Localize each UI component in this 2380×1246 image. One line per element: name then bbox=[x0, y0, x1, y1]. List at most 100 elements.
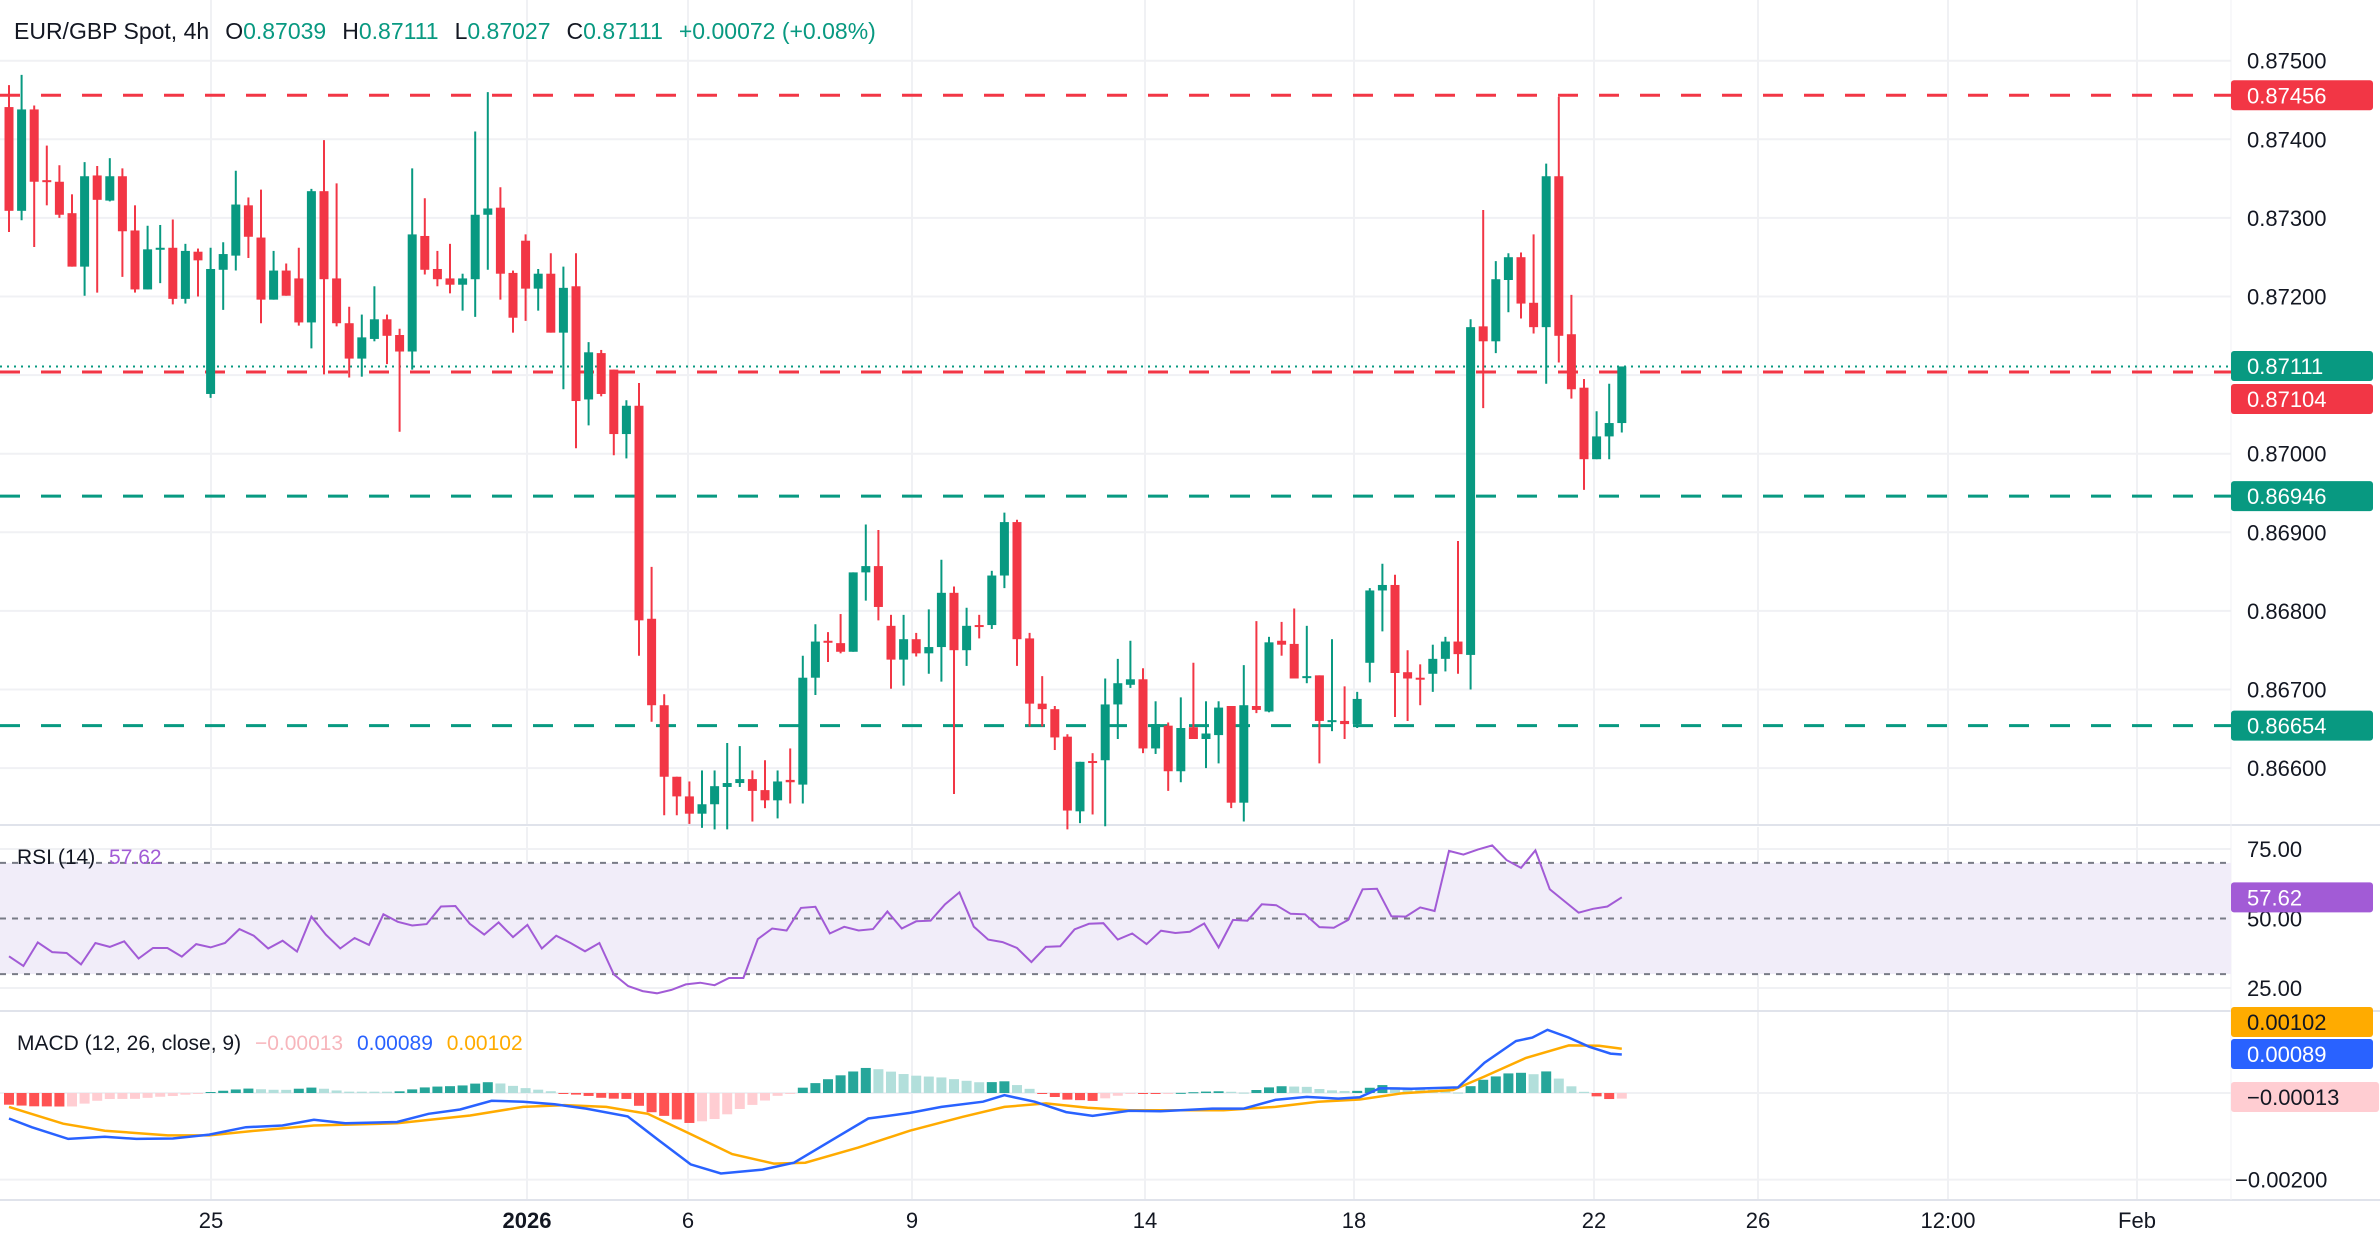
candle[interactable] bbox=[911, 632, 921, 657]
candle[interactable] bbox=[407, 168, 417, 370]
candle[interactable] bbox=[67, 194, 77, 267]
candle[interactable] bbox=[533, 268, 543, 311]
candle[interactable] bbox=[1327, 639, 1337, 732]
candle[interactable] bbox=[836, 614, 846, 654]
candle[interactable] bbox=[1088, 753, 1098, 815]
candle[interactable] bbox=[1239, 665, 1249, 822]
candle[interactable] bbox=[382, 314, 392, 365]
candle[interactable] bbox=[1541, 163, 1551, 384]
candle[interactable] bbox=[1604, 383, 1614, 460]
candle[interactable] bbox=[1592, 411, 1602, 460]
candle[interactable] bbox=[1226, 706, 1236, 809]
candle[interactable] bbox=[848, 572, 858, 652]
candle[interactable] bbox=[1302, 625, 1312, 684]
candle[interactable] bbox=[117, 168, 127, 277]
candle[interactable] bbox=[1440, 636, 1450, 672]
candle[interactable] bbox=[1100, 678, 1110, 827]
candle[interactable] bbox=[684, 781, 694, 824]
level-label-support-2[interactable]: 0.86654 bbox=[2231, 710, 2373, 741]
candle[interactable] bbox=[319, 140, 329, 375]
candle[interactable] bbox=[281, 263, 291, 296]
candle[interactable] bbox=[924, 609, 934, 674]
candle[interactable] bbox=[294, 247, 304, 326]
candle[interactable] bbox=[1491, 261, 1501, 354]
candle[interactable] bbox=[1579, 379, 1589, 490]
candle[interactable] bbox=[1176, 697, 1186, 783]
candle[interactable] bbox=[332, 183, 342, 327]
candle[interactable] bbox=[710, 770, 720, 830]
candle[interactable] bbox=[29, 105, 39, 247]
candle[interactable] bbox=[1113, 658, 1123, 740]
candle[interactable] bbox=[357, 314, 367, 377]
candle[interactable] bbox=[395, 328, 405, 432]
candle[interactable] bbox=[231, 170, 241, 271]
symbol-legend[interactable]: EUR/GBP Spot, 4h O 0.87039 H 0.87111 L 0… bbox=[14, 18, 876, 45]
candle[interactable] bbox=[1617, 366, 1627, 433]
level-label-resistance[interactable]: 0.87456 bbox=[2231, 80, 2373, 111]
candle[interactable] bbox=[1554, 96, 1564, 363]
candle[interactable] bbox=[92, 166, 102, 293]
candle[interactable] bbox=[470, 131, 480, 317]
macd-line-label[interactable]: 0.00089 bbox=[2231, 1039, 2373, 1069]
candle[interactable] bbox=[130, 205, 140, 293]
candle[interactable] bbox=[206, 247, 216, 398]
candle[interactable] bbox=[823, 632, 833, 662]
candle[interactable] bbox=[760, 760, 770, 809]
candle[interactable] bbox=[521, 234, 531, 321]
rsi-value-label[interactable]: 57.62 bbox=[2231, 882, 2373, 913]
candle[interactable] bbox=[54, 165, 64, 218]
candle[interactable] bbox=[168, 219, 178, 305]
rsi-pane[interactable] bbox=[0, 844, 2231, 995]
candle[interactable] bbox=[180, 243, 190, 304]
candle[interactable] bbox=[1390, 574, 1400, 718]
candle[interactable] bbox=[1377, 563, 1387, 632]
candle[interactable] bbox=[1516, 252, 1526, 319]
candle[interactable] bbox=[1503, 253, 1513, 313]
candle[interactable] bbox=[483, 92, 493, 270]
candle[interactable] bbox=[1466, 319, 1476, 690]
candle[interactable] bbox=[974, 614, 984, 639]
candle[interactable] bbox=[873, 529, 883, 621]
candle[interactable] bbox=[672, 776, 682, 816]
candle[interactable] bbox=[647, 566, 657, 722]
candle[interactable] bbox=[886, 614, 896, 689]
candle[interactable] bbox=[1365, 588, 1375, 683]
macd-legend[interactable]: MACD (12, 26, close, 9) −0.00013 0.00089… bbox=[17, 1032, 523, 1056]
candle[interactable] bbox=[609, 369, 619, 456]
candle[interactable] bbox=[1188, 662, 1198, 740]
candle[interactable] bbox=[1478, 210, 1488, 409]
candle[interactable] bbox=[1163, 722, 1173, 791]
candle[interactable] bbox=[1415, 664, 1425, 706]
candle[interactable] bbox=[773, 770, 783, 819]
candle[interactable] bbox=[899, 614, 909, 686]
candle[interactable] bbox=[1428, 644, 1438, 692]
candle[interactable] bbox=[1352, 691, 1362, 729]
rsi-legend[interactable]: RSI (14) 57.62 bbox=[17, 846, 162, 870]
candle[interactable] bbox=[785, 748, 795, 804]
candle[interactable] bbox=[987, 570, 997, 629]
level-label-pivot[interactable]: 0.87104 bbox=[2231, 384, 2373, 414]
candle[interactable] bbox=[1251, 621, 1261, 714]
candle[interactable] bbox=[798, 655, 808, 804]
candle[interactable] bbox=[722, 742, 732, 830]
candle[interactable] bbox=[1529, 234, 1539, 334]
candle[interactable] bbox=[256, 189, 266, 324]
candle[interactable] bbox=[659, 694, 669, 816]
candle[interactable] bbox=[810, 624, 820, 696]
candle[interactable] bbox=[1289, 608, 1299, 679]
candle[interactable] bbox=[596, 349, 606, 397]
candle[interactable] bbox=[269, 250, 279, 300]
candle[interactable] bbox=[193, 248, 203, 297]
candle[interactable] bbox=[4, 85, 14, 233]
candle[interactable] bbox=[1012, 519, 1022, 666]
macd-pane[interactable] bbox=[4, 1028, 1627, 1175]
last-price-label[interactable]: 0.87111 bbox=[2231, 351, 2373, 381]
candle[interactable] bbox=[1314, 675, 1324, 764]
candle[interactable] bbox=[558, 266, 568, 390]
level-label-support[interactable]: 0.86946 bbox=[2231, 481, 2373, 512]
candle[interactable] bbox=[42, 145, 52, 206]
candle[interactable] bbox=[1453, 540, 1463, 674]
candle[interactable] bbox=[143, 225, 153, 290]
candle[interactable] bbox=[420, 198, 430, 275]
candle[interactable] bbox=[1075, 761, 1085, 824]
